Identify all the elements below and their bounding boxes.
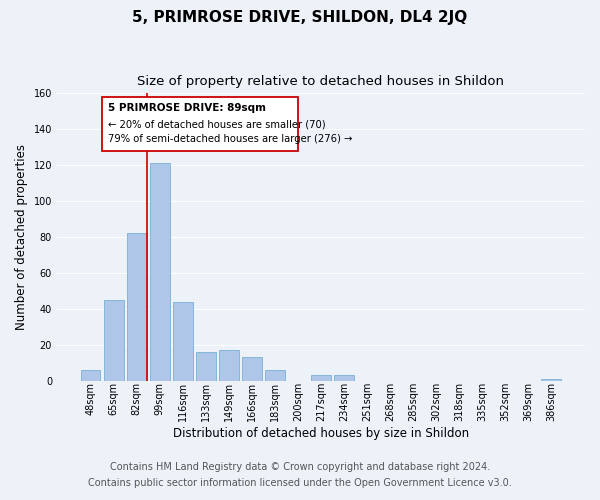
Bar bbox=[242, 358, 262, 380]
Bar bbox=[334, 376, 354, 380]
Bar bbox=[173, 302, 193, 380]
Y-axis label: Number of detached properties: Number of detached properties bbox=[15, 144, 28, 330]
Text: 5 PRIMROSE DRIVE: 89sqm: 5 PRIMROSE DRIVE: 89sqm bbox=[108, 104, 266, 114]
Bar bbox=[541, 379, 561, 380]
Bar bbox=[150, 164, 170, 380]
Text: Contains HM Land Registry data © Crown copyright and database right 2024.: Contains HM Land Registry data © Crown c… bbox=[110, 462, 490, 472]
Bar bbox=[127, 234, 146, 380]
Bar bbox=[196, 352, 215, 380]
Bar bbox=[104, 300, 124, 380]
Text: 79% of semi-detached houses are larger (276) →: 79% of semi-detached houses are larger (… bbox=[108, 134, 353, 144]
Bar bbox=[311, 376, 331, 380]
Title: Size of property relative to detached houses in Shildon: Size of property relative to detached ho… bbox=[137, 75, 505, 88]
Bar bbox=[265, 370, 284, 380]
Bar bbox=[219, 350, 239, 380]
Text: Contains public sector information licensed under the Open Government Licence v3: Contains public sector information licen… bbox=[88, 478, 512, 488]
Text: 5, PRIMROSE DRIVE, SHILDON, DL4 2JQ: 5, PRIMROSE DRIVE, SHILDON, DL4 2JQ bbox=[133, 10, 467, 25]
Text: ← 20% of detached houses are smaller (70): ← 20% of detached houses are smaller (70… bbox=[108, 120, 326, 130]
Bar bbox=[81, 370, 100, 380]
X-axis label: Distribution of detached houses by size in Shildon: Distribution of detached houses by size … bbox=[173, 427, 469, 440]
